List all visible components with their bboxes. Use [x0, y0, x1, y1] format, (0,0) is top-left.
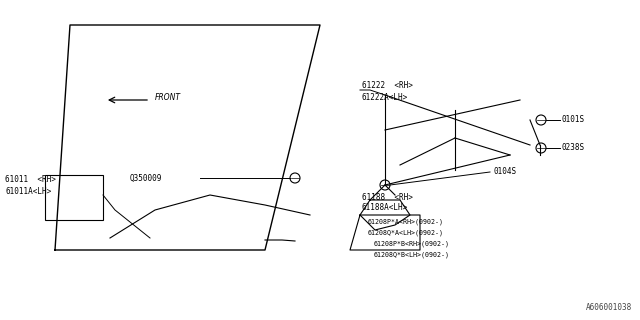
- Text: A606001038: A606001038: [586, 303, 632, 312]
- Text: 61208P*A<RH>(0902-): 61208P*A<RH>(0902-): [368, 219, 444, 225]
- Text: Q350009: Q350009: [130, 173, 163, 182]
- Text: 61208P*B<RH>(0902-): 61208P*B<RH>(0902-): [374, 241, 450, 247]
- Text: 0101S: 0101S: [562, 116, 585, 124]
- Text: FRONT: FRONT: [155, 93, 181, 102]
- Text: 0238S: 0238S: [562, 143, 585, 153]
- Text: 61011  <RH>: 61011 <RH>: [5, 175, 56, 185]
- Text: 61208Q*B<LH>(0902-): 61208Q*B<LH>(0902-): [374, 252, 450, 258]
- Text: 61222  <RH>: 61222 <RH>: [362, 81, 413, 90]
- Text: 61208Q*A<LH>(0902-): 61208Q*A<LH>(0902-): [368, 230, 444, 236]
- Text: 61188A<LH>: 61188A<LH>: [362, 204, 408, 212]
- Text: 61011A<LH>: 61011A<LH>: [5, 188, 51, 196]
- Text: 0104S: 0104S: [493, 167, 516, 177]
- Text: 61188  <RH>: 61188 <RH>: [362, 193, 413, 202]
- Text: 61222A<LH>: 61222A<LH>: [362, 92, 408, 101]
- Bar: [45, 175, 103, 220]
